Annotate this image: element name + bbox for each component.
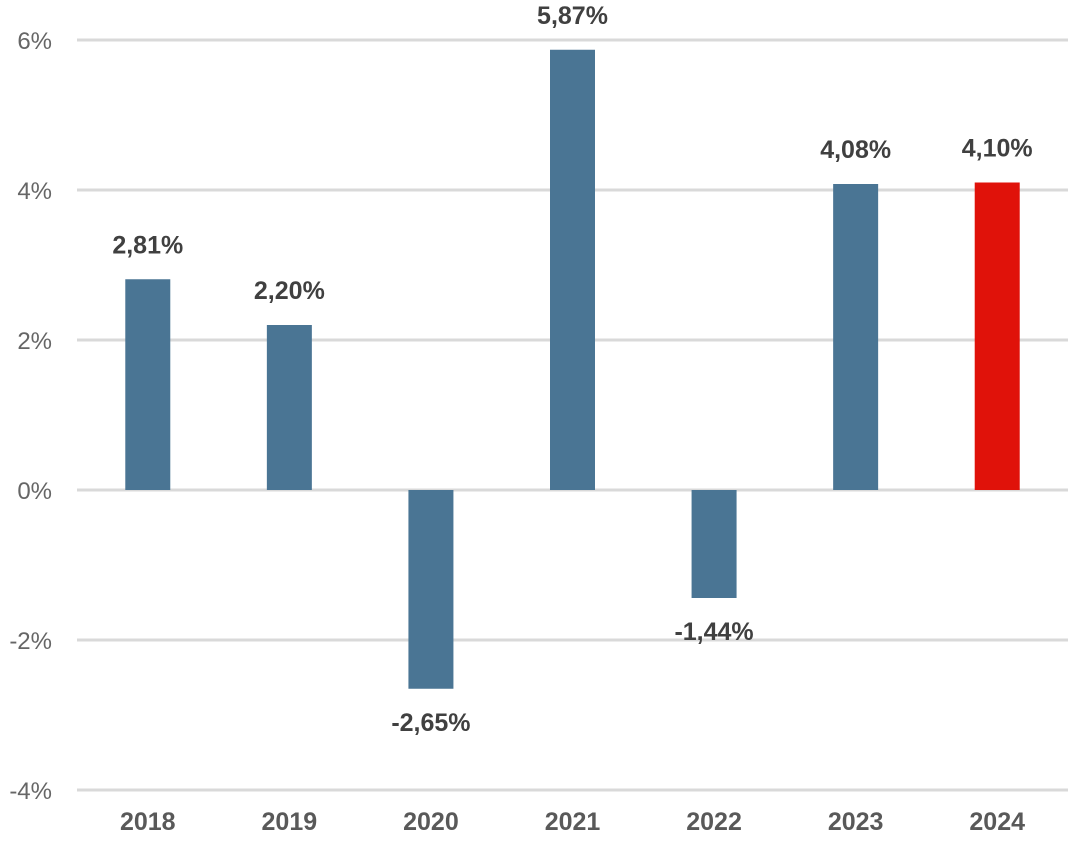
x-tick-label-2019: 2019 xyxy=(262,808,318,836)
y-axis-ticks: 6% 4% 2% 0% -2% -4% xyxy=(9,28,52,805)
bar-2022 xyxy=(691,490,737,598)
data-label-2023: 4,08% xyxy=(820,136,891,164)
y-tick-label: 0% xyxy=(17,478,52,505)
x-tick-label-2018: 2018 xyxy=(120,808,176,836)
x-tick-label-2020: 2020 xyxy=(403,808,459,836)
data-label-2020: -2,65% xyxy=(391,709,470,737)
y-tick-label: 4% xyxy=(17,178,52,205)
data-label-2019: 2,20% xyxy=(254,277,325,305)
x-tick-label-2021: 2021 xyxy=(545,808,601,836)
data-label-2021: 5,87% xyxy=(537,2,608,30)
x-axis-ticks: 2018 2019 2020 2021 2022 2023 2024 xyxy=(120,808,1025,836)
bars xyxy=(125,49,1020,689)
data-label-2022: -1,44% xyxy=(674,618,753,646)
bar-2020 xyxy=(408,490,454,689)
y-tick-label: 2% xyxy=(17,328,52,355)
y-tick-label: 6% xyxy=(17,28,52,55)
x-tick-label-2022: 2022 xyxy=(686,808,742,836)
x-tick-label-2023: 2023 xyxy=(828,808,884,836)
bar-2023 xyxy=(833,184,879,490)
bar-2021 xyxy=(550,49,595,490)
data-label-2024: 4,10% xyxy=(962,135,1033,163)
y-tick-label: -2% xyxy=(9,628,52,655)
data-label-2018: 2,81% xyxy=(112,231,183,259)
bar-2018 xyxy=(125,279,171,490)
data-labels: 2,81% 2,20% -2,65% 5,87% -1,44% 4,08% 4,10% xyxy=(112,2,1032,737)
bar-2024 xyxy=(974,182,1020,490)
bar-2019 xyxy=(266,325,312,490)
x-tick-label-2024: 2024 xyxy=(969,808,1025,836)
y-tick-label: -4% xyxy=(9,778,52,805)
